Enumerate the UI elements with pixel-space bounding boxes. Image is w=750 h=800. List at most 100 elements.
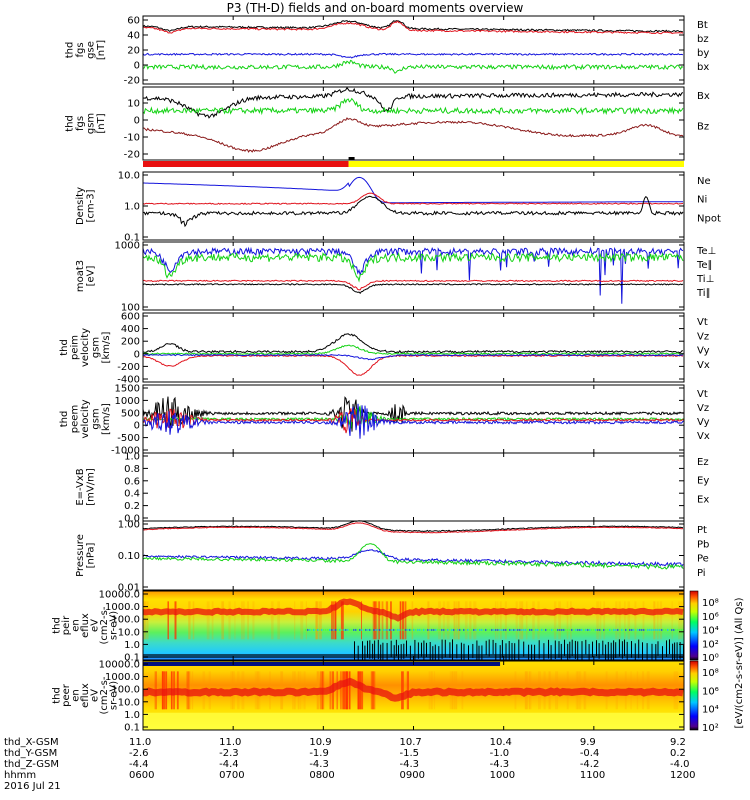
- spectrogram-speck: [479, 628, 481, 631]
- ytick-label: 10.0: [118, 697, 140, 708]
- spectrogram-gap: [564, 639, 565, 656]
- ylabel-line: moat3: [75, 260, 86, 292]
- footer-value: 11.0: [129, 737, 152, 748]
- spectrogram-gap: [444, 639, 446, 658]
- spectrogram-speck: [503, 628, 505, 631]
- spectrogram-speck: [375, 628, 377, 631]
- spectrogram-speck: [673, 628, 675, 631]
- legend-vz: Vz: [697, 331, 709, 342]
- trace-Vz: [142, 354, 684, 376]
- spectrogram-speck: [633, 628, 635, 631]
- spectrogram-speck: [495, 628, 497, 631]
- spectrogram-structure: [553, 601, 557, 640]
- trace-by: [142, 52, 684, 59]
- spectrogram-gap: [596, 640, 597, 657]
- panel-10: [142, 660, 685, 731]
- spectrogram-speck: [605, 628, 607, 631]
- spectrogram-speck: [565, 628, 567, 631]
- spectrogram-gap: [558, 641, 560, 658]
- spectrogram-structure: [671, 601, 673, 640]
- spectrogram-speck: [505, 628, 507, 631]
- spectrogram-low-energy: [143, 712, 684, 730]
- spectrogram-speck: [317, 628, 319, 631]
- footer-value: 10.7: [399, 737, 422, 748]
- trace-Bt: [142, 20, 684, 33]
- colorbar-label: [eV/(cm2-s-sr-eV)] (All Qs): [734, 597, 745, 728]
- ytick-label: -20: [124, 76, 140, 87]
- ytick-label: 0: [134, 61, 140, 72]
- spectrogram-gap: [638, 639, 640, 659]
- spectrogram-gap: [362, 641, 363, 661]
- trace-Vt: [142, 333, 684, 354]
- spectrogram-structure: [334, 601, 337, 640]
- spectrogram-speck: [601, 628, 603, 631]
- spectrogram-speck: [563, 628, 565, 631]
- panel-8: [142, 520, 685, 591]
- spectrogram-structure: [401, 601, 404, 640]
- colorbar-tick: 10⁸: [702, 598, 719, 609]
- panel-6: [142, 384, 685, 454]
- spectrogram-speck: [471, 628, 473, 631]
- ylabel-line: eV: [90, 689, 101, 702]
- spectrogram-speck: [639, 628, 641, 631]
- spectrogram-structure: [427, 601, 430, 640]
- spectrogram-speck: [597, 628, 599, 631]
- ylabel-line: sr-eV): [108, 681, 119, 710]
- spectrogram-speck: [359, 628, 361, 631]
- panel-frame: [142, 241, 685, 311]
- colorbar: [689, 590, 699, 661]
- footer-value: 0700: [219, 770, 245, 781]
- spectrogram-structure: [340, 601, 344, 640]
- colorbar: [689, 660, 699, 731]
- spectrogram-gap: [610, 642, 612, 662]
- ylabel-line: en: [71, 619, 82, 632]
- spectrogram-speck: [661, 628, 663, 631]
- footer-value: 1200: [670, 770, 696, 781]
- spectrogram-structure: [438, 601, 442, 640]
- ytick-label: 0: [134, 349, 140, 360]
- spectrogram-structure: [458, 601, 460, 640]
- legend-npot: Npot: [697, 213, 721, 224]
- spectrogram-structure: [247, 601, 249, 640]
- spectrogram-speck: [573, 628, 575, 631]
- spectrogram-structure: [570, 601, 572, 640]
- ytick-label: 0.01: [118, 583, 140, 594]
- spectrogram-structure: [221, 601, 225, 640]
- spectrogram-speck: [463, 628, 465, 631]
- trace-Bx: [142, 97, 684, 116]
- footer-value: -2.6: [129, 748, 149, 759]
- spectrogram-structure: [618, 601, 621, 640]
- spectrogram-structure: [373, 601, 377, 640]
- spectrogram-speck: [653, 628, 655, 631]
- spectrogram-speck: [417, 628, 419, 631]
- spectrogram-speck: [519, 628, 521, 631]
- spectrogram-speck: [349, 628, 351, 631]
- spectrogram-speck: [623, 628, 625, 631]
- spectrogram-gap: [514, 643, 516, 660]
- spectrogram-speck: [325, 628, 327, 631]
- spectrogram-structure: [211, 601, 214, 640]
- ylabel-line: fgs: [75, 42, 86, 57]
- spectrogram-speck: [567, 628, 569, 631]
- spectrogram-speck: [481, 628, 483, 631]
- legend-ni: Ni: [697, 195, 707, 206]
- spectrogram-structure: [406, 671, 409, 710]
- spectrogram-structure: [521, 601, 524, 640]
- spectrogram-speck: [361, 628, 363, 631]
- ytick-label: 10.0: [118, 171, 140, 182]
- spectrogram-structure: [358, 671, 361, 710]
- spectrogram-structure: [277, 601, 280, 640]
- spectrogram-structure: [349, 671, 351, 710]
- spectrogram-speck: [575, 628, 577, 631]
- ytick-label: 0.1: [124, 723, 140, 734]
- spectrogram-speck: [555, 628, 557, 631]
- footer-value: -1.5: [399, 748, 420, 759]
- spectrogram-structure: [234, 601, 236, 640]
- ylabel-line: gsm: [85, 113, 96, 134]
- spectrogram-speck: [643, 628, 645, 631]
- spectrogram-structure: [519, 601, 521, 640]
- footer-value: -4.3: [399, 759, 420, 770]
- spectrogram-speck: [649, 628, 651, 631]
- spectrogram-gap: [367, 640, 368, 658]
- spectrogram-structure: [659, 601, 663, 640]
